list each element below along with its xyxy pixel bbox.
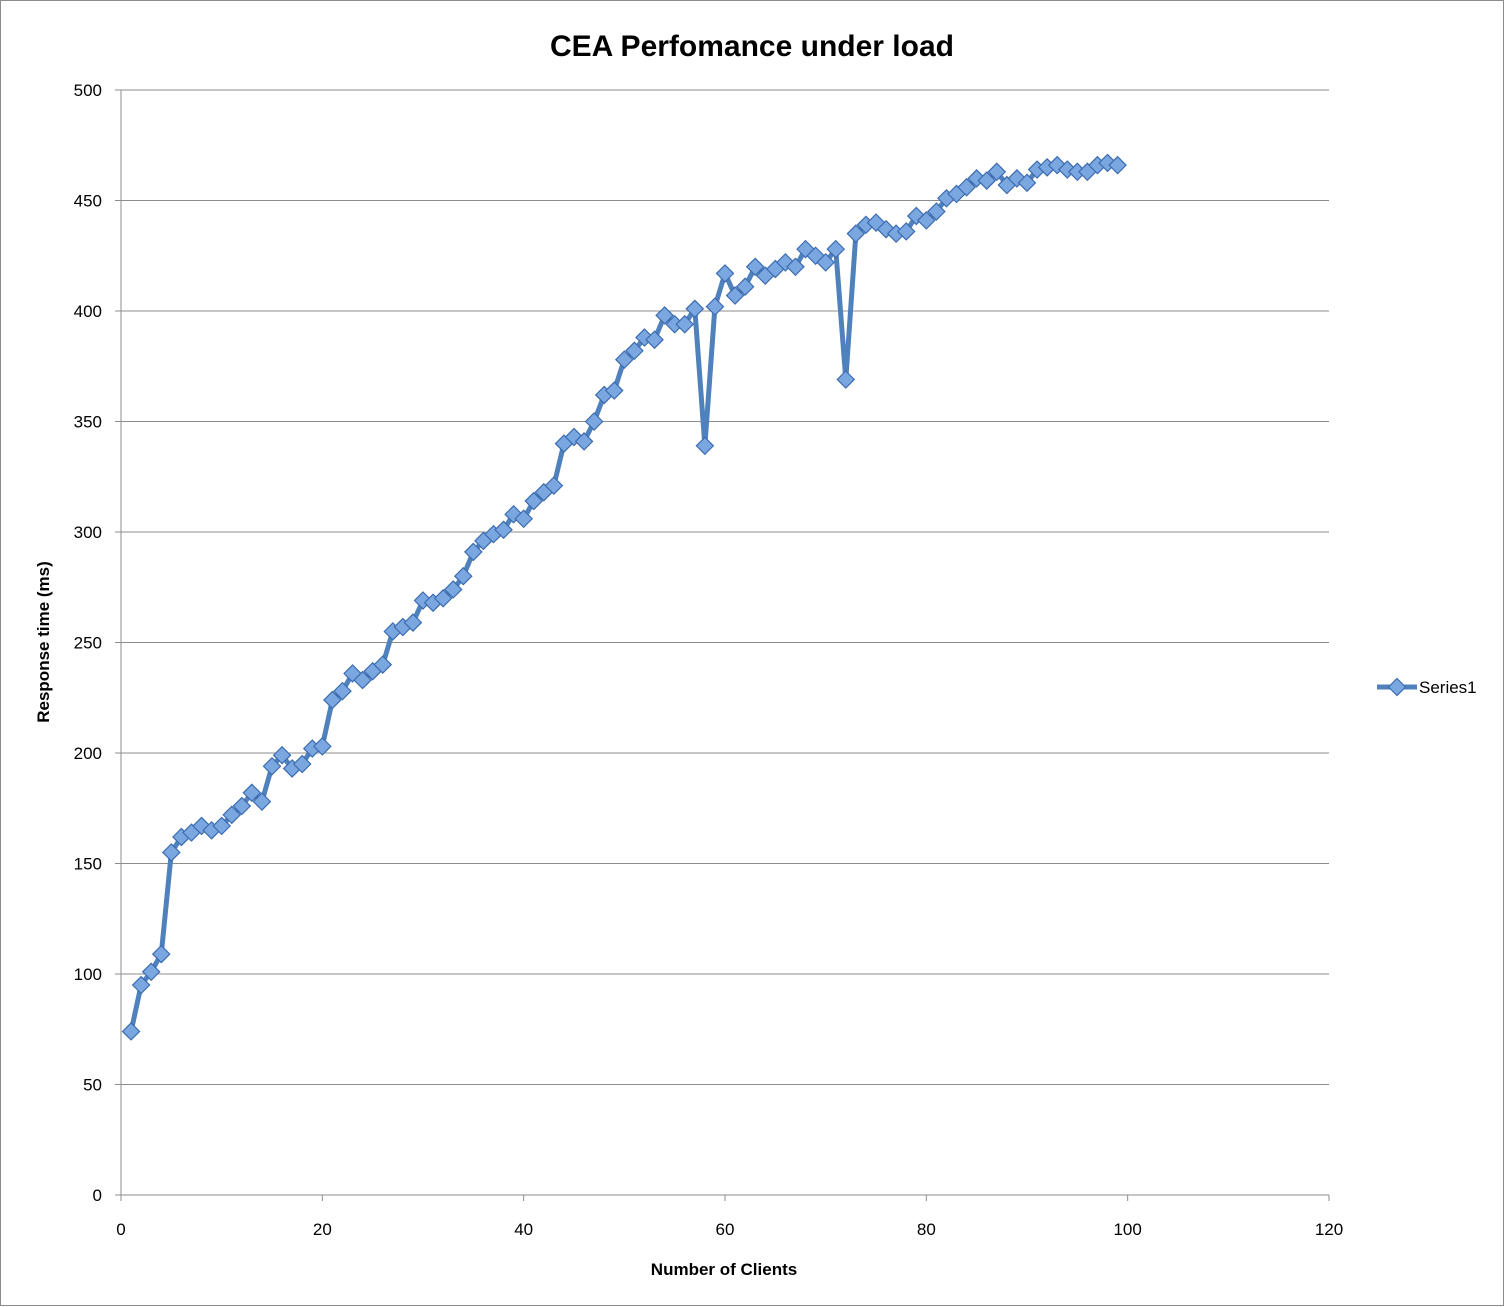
data-point-32 [433, 588, 453, 608]
legend-label-series1: Series1 [1419, 678, 1477, 697]
data-point-67 [786, 257, 805, 277]
x-tick-label-60: 60 [716, 1220, 735, 1239]
x-tick-label-40: 40 [514, 1220, 533, 1239]
y-tick-label-150: 150 [74, 855, 102, 874]
y-tick-label-250: 250 [74, 634, 102, 653]
data-point-38 [494, 520, 513, 540]
data-point-20 [312, 737, 332, 756]
data-point-56 [675, 314, 695, 334]
data-point-16 [272, 745, 292, 765]
data-point-13 [242, 783, 262, 803]
data-point-43 [544, 476, 564, 495]
data-point-24 [353, 670, 372, 690]
data-point-46 [574, 432, 594, 451]
y-tick-label-500: 500 [74, 81, 102, 100]
data-point-80 [916, 211, 936, 230]
data-point-78 [896, 222, 916, 241]
data-point-63 [745, 257, 765, 277]
data-point-12 [232, 796, 252, 816]
data-point-79 [906, 206, 926, 226]
data-point-58 [695, 436, 715, 456]
x-tick-label-20: 20 [313, 1220, 332, 1239]
data-point-87 [987, 162, 1007, 182]
data-point-54 [655, 306, 674, 325]
data-point-57 [685, 299, 705, 319]
data-point-18 [292, 754, 312, 774]
x-axis-tick-labels: 0 20 40 60 80 100 120 [116, 1220, 1343, 1239]
y-tick-label-350: 350 [74, 413, 102, 432]
y-tick-label-200: 200 [74, 744, 102, 763]
legend-marker-diamond [1387, 677, 1407, 697]
y-tick-label-50: 50 [83, 1076, 102, 1095]
data-point-14 [252, 792, 272, 811]
data-point-81 [927, 202, 946, 221]
data-point-73 [846, 224, 866, 243]
chart-title: CEA Perfomance under load [550, 30, 954, 63]
x-tick-label-0: 0 [116, 1220, 125, 1239]
data-point-41 [524, 491, 544, 511]
grid-lines [121, 89, 1329, 1085]
data-point-49 [604, 381, 624, 400]
y-tick-label-0: 0 [93, 1186, 102, 1205]
data-point-21 [323, 690, 342, 710]
data-point-52 [635, 328, 654, 347]
data-point-11 [222, 805, 242, 825]
data-point-71 [826, 239, 846, 259]
data-point-3 [141, 962, 161, 982]
x-tick-label-120: 120 [1315, 1220, 1343, 1239]
y-tick-label-300: 300 [74, 523, 102, 542]
data-point-2 [131, 975, 151, 995]
data-point-94 [1057, 160, 1077, 179]
x-tick-label-100: 100 [1113, 1220, 1141, 1239]
series-line-1 [128, 160, 1119, 1032]
data-point-61 [725, 286, 745, 305]
y-tick-label-100: 100 [74, 965, 102, 984]
data-point-51 [625, 341, 644, 361]
data-point-86 [977, 171, 997, 190]
data-point-34 [453, 566, 473, 586]
data-point-29 [403, 613, 423, 632]
data-point-99 [1108, 155, 1127, 175]
x-axis-title: Number of Clients [651, 1260, 797, 1279]
y-axis-tick-labels: 0 50 100 150 200 250 300 350 400 450 500 [74, 81, 102, 1205]
data-point-10 [212, 816, 232, 836]
data-point-4 [151, 944, 171, 964]
data-point-15 [262, 756, 282, 776]
legend: Series1 [1377, 677, 1477, 697]
data-point-26 [373, 655, 393, 674]
data-point-84 [957, 177, 976, 197]
data-point-53 [645, 330, 664, 350]
series-layer [121, 153, 1127, 1041]
data-point-40 [514, 509, 534, 529]
y-tick-label-450: 450 [74, 192, 102, 211]
data-point-85 [967, 169, 987, 188]
data-point-60 [715, 264, 735, 283]
x-tick-label-80: 80 [917, 1220, 936, 1239]
data-point-35 [463, 542, 483, 562]
data-point-1 [121, 1022, 141, 1041]
y-tick-label-400: 400 [74, 302, 102, 321]
data-point-22 [333, 681, 352, 701]
data-point-76 [876, 219, 896, 239]
data-point-90 [1017, 173, 1037, 193]
data-point-59 [705, 297, 725, 316]
data-point-72 [836, 370, 856, 389]
data-point-70 [816, 253, 836, 272]
data-point-33 [443, 580, 463, 599]
axes [115, 89, 1330, 1201]
data-point-62 [735, 277, 755, 297]
data-point-50 [614, 350, 634, 369]
data-point-47 [584, 412, 604, 431]
data-point-5 [161, 843, 181, 862]
y-axis-title: Response time (ms) [34, 561, 53, 723]
